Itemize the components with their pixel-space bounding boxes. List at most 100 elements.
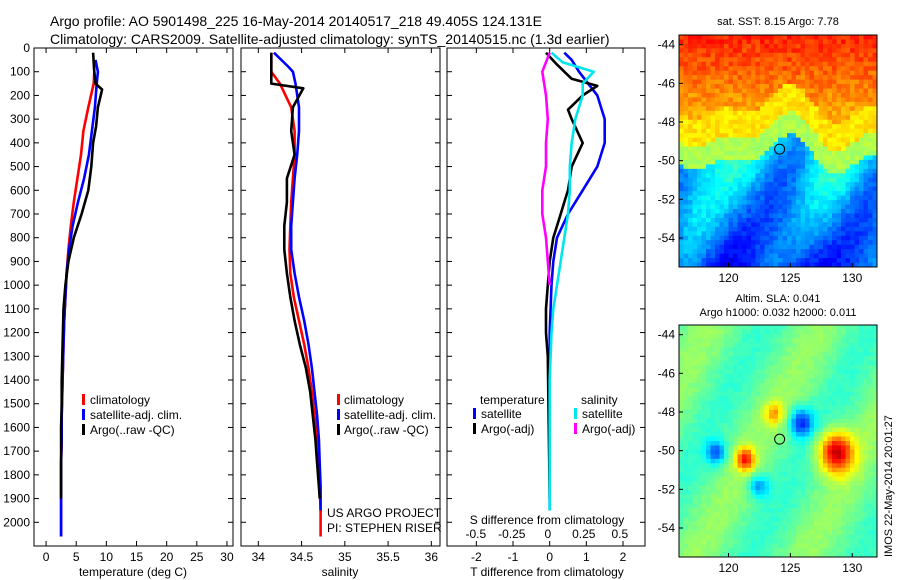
heatmap-cell	[697, 119, 703, 125]
heatmap-cell	[751, 423, 757, 429]
heatmap-cell	[764, 436, 770, 442]
heatmap-cell	[787, 106, 793, 112]
heatmap-cell	[755, 244, 761, 250]
heatmap-cell	[827, 539, 833, 545]
x-tick-label: 35.5	[376, 550, 400, 564]
heatmap-cell	[863, 490, 869, 496]
series-line	[269, 52, 322, 537]
heatmap-cell	[683, 356, 689, 362]
difference-legend: temperature salinity satellite Argo(-adj…	[473, 393, 635, 436]
heatmap-cell	[710, 449, 716, 455]
heatmap-cell	[760, 101, 766, 107]
heatmap-cell	[841, 191, 847, 197]
heatmap-cell	[679, 414, 685, 420]
heatmap-cell	[764, 499, 770, 505]
heatmap-cell	[841, 414, 847, 420]
heatmap-cell	[841, 463, 847, 469]
heatmap-cell	[872, 93, 877, 99]
series-line	[272, 51, 322, 511]
heatmap-cell	[715, 472, 721, 478]
heatmap-cell	[859, 128, 865, 134]
heatmap-cell	[751, 485, 757, 491]
heatmap-cell	[769, 485, 775, 491]
heatmap-cell	[845, 88, 851, 94]
heatmap-cell	[841, 396, 847, 402]
legend-label-climatology: climatology	[90, 393, 150, 407]
map-x-tick-label: 120	[718, 561, 738, 575]
heatmap-cell	[742, 333, 748, 339]
heatmap-cell	[746, 155, 752, 161]
heatmap-cell	[733, 106, 739, 112]
heatmap-cell	[715, 97, 721, 103]
heatmap-cell	[773, 262, 779, 267]
heatmap-cell	[692, 374, 698, 380]
heatmap-cell	[805, 84, 811, 90]
series-line	[269, 52, 321, 499]
heatmap-cell	[733, 552, 739, 557]
heatmap-cell	[773, 209, 779, 215]
heatmap-cell	[814, 485, 820, 491]
heatmap-cell	[692, 244, 698, 250]
heatmap-cell	[778, 209, 784, 215]
heatmap-cell	[836, 378, 842, 384]
heatmap-cell	[701, 436, 707, 442]
heatmap-cell	[868, 512, 874, 518]
heatmap-cell	[728, 48, 734, 54]
heatmap-cell	[850, 209, 856, 215]
heatmap-cell	[836, 458, 842, 464]
heatmap-cell	[809, 441, 815, 447]
heatmap-cell	[719, 445, 725, 451]
heatmap-cell	[782, 258, 788, 264]
heatmap-cell	[692, 494, 698, 500]
heatmap-cell	[809, 204, 815, 210]
heatmap-cell	[823, 333, 829, 339]
sla-map-title-1: Altim. SLA: 0.041	[736, 293, 821, 305]
heatmap-cell	[850, 84, 856, 90]
heatmap-cell	[832, 182, 838, 188]
heatmap-cell	[742, 525, 748, 531]
heatmap-cell	[773, 414, 779, 420]
heatmap-cell	[827, 182, 833, 188]
heatmap-cell	[773, 48, 779, 54]
heatmap-cell	[697, 115, 703, 121]
heatmap-cell	[688, 423, 694, 429]
heatmap-cell	[854, 530, 860, 536]
heatmap-cell	[854, 365, 860, 371]
heatmap-cell	[859, 548, 865, 554]
heatmap-cell	[724, 97, 730, 103]
heatmap-cell	[746, 119, 752, 125]
heatmap-cell	[778, 369, 784, 375]
heatmap-cell	[836, 369, 842, 375]
heatmap-cell	[683, 204, 689, 210]
heatmap-cell	[728, 552, 734, 557]
heatmap-cell	[805, 195, 811, 201]
map-y-tick-label: -48	[658, 115, 676, 129]
heatmap-cell	[800, 543, 806, 549]
heatmap-cell	[791, 329, 797, 335]
heatmap-cell	[823, 240, 829, 246]
heatmap-cell	[796, 356, 802, 362]
heatmap-cell	[769, 409, 775, 415]
heatmap-cell	[818, 173, 824, 179]
heatmap-cell	[760, 387, 766, 393]
heatmap-cell	[769, 93, 775, 99]
series-line	[59, 59, 100, 537]
heatmap-cell	[863, 191, 869, 197]
heatmap-cell	[854, 351, 860, 357]
heatmap-cell	[863, 195, 869, 201]
heatmap-cell	[868, 124, 874, 130]
heatmap-cell	[683, 57, 689, 63]
heatmap-cell	[791, 244, 797, 250]
heatmap-cell	[746, 164, 752, 170]
heatmap-cell	[701, 186, 707, 192]
heatmap-cell	[814, 124, 820, 130]
heatmap-cell	[863, 351, 869, 357]
heatmap-cell	[710, 173, 716, 179]
heatmap-cell	[872, 128, 877, 134]
heatmap-cell	[782, 186, 788, 192]
heatmap-cell	[778, 115, 784, 121]
heatmap-cell	[760, 342, 766, 348]
heatmap-cell	[872, 333, 877, 339]
map-y-tick-label: -44	[658, 328, 676, 342]
heatmap-cell	[854, 329, 860, 335]
